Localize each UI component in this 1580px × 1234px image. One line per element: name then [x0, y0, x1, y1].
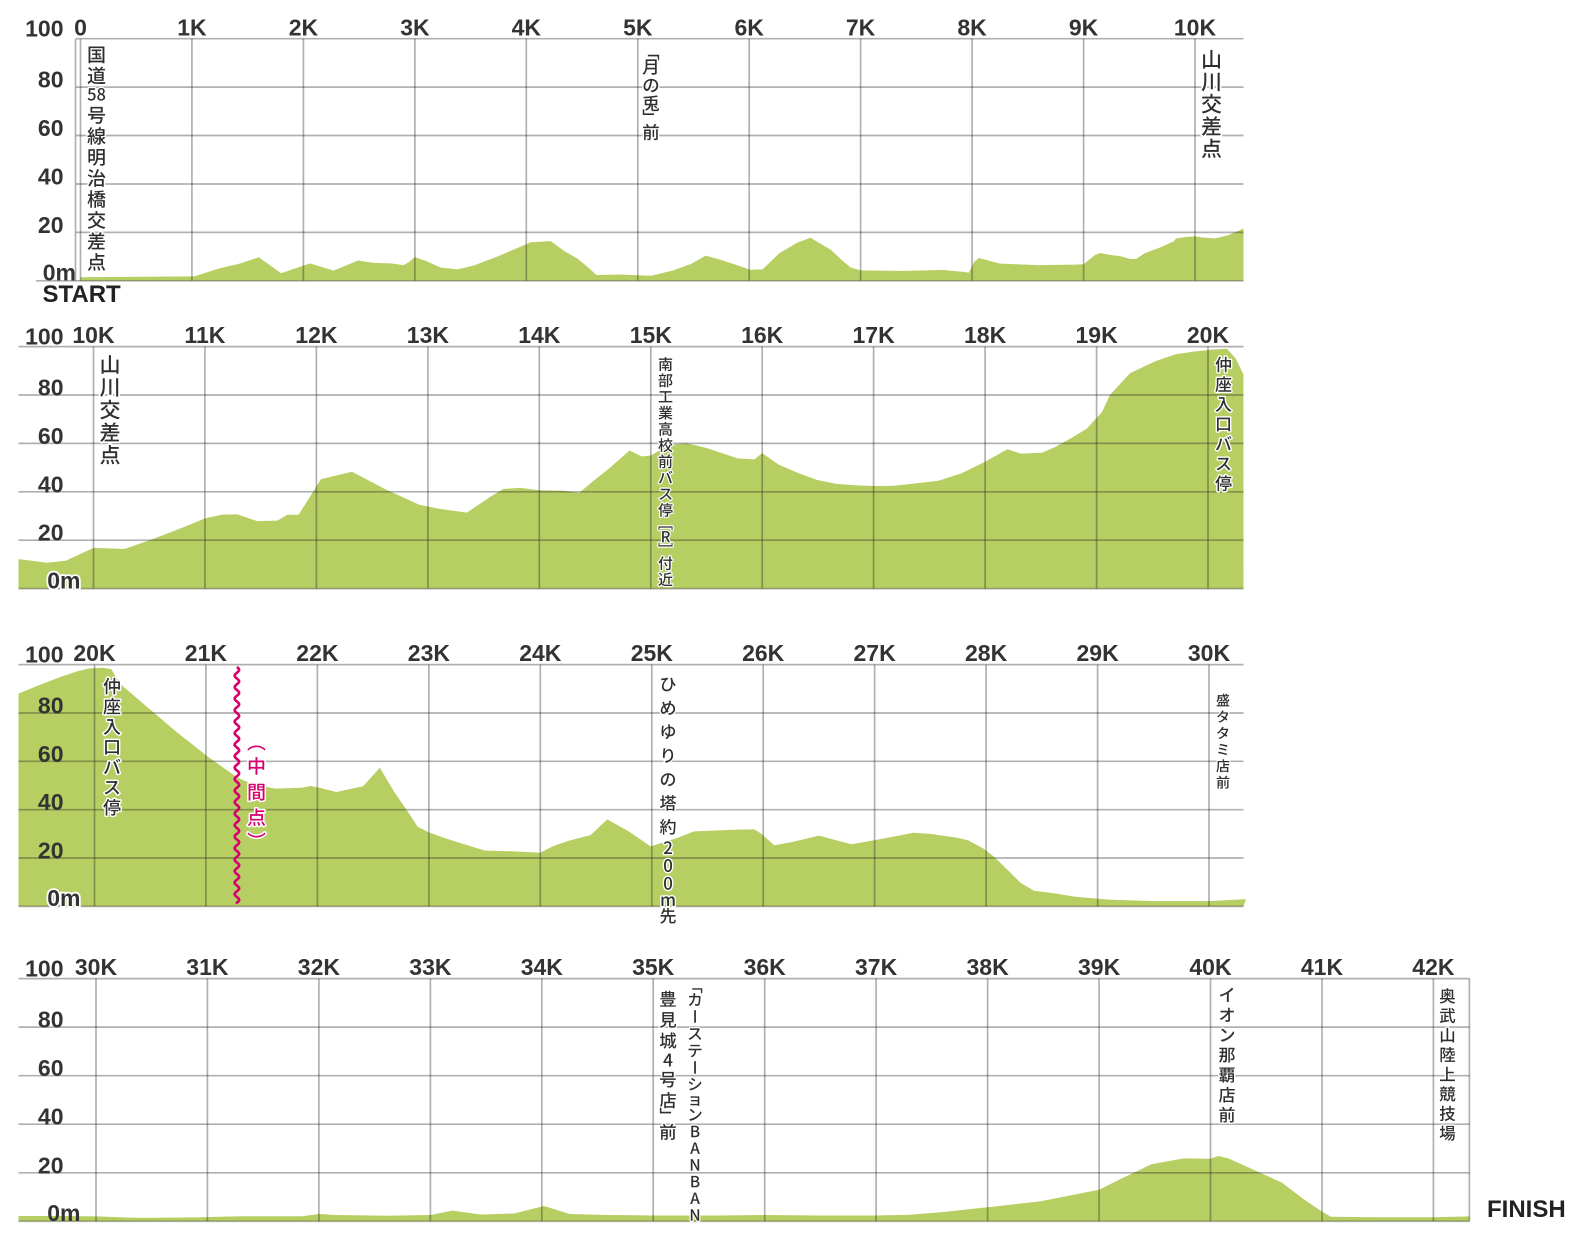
svg-text:9K: 9K — [1069, 14, 1099, 40]
svg-text:40: 40 — [38, 1104, 64, 1130]
svg-text:30K: 30K — [75, 954, 118, 980]
svg-text:6K: 6K — [734, 14, 764, 40]
svg-text:40: 40 — [38, 164, 64, 190]
svg-text:4K: 4K — [512, 14, 542, 40]
svg-text:26K: 26K — [742, 640, 785, 666]
svg-text:40: 40 — [38, 789, 64, 815]
svg-text:1K: 1K — [177, 14, 207, 40]
svg-text:36K: 36K — [744, 954, 787, 980]
svg-text:12K: 12K — [295, 322, 338, 348]
svg-text:29K: 29K — [1076, 640, 1119, 666]
svg-text:0m: 0m — [47, 885, 80, 911]
svg-text:20: 20 — [38, 520, 64, 546]
svg-text:24K: 24K — [519, 640, 562, 666]
svg-text:20K: 20K — [73, 640, 116, 666]
svg-text:14K: 14K — [518, 322, 561, 348]
svg-text:80: 80 — [38, 67, 64, 93]
svg-text:27K: 27K — [853, 640, 896, 666]
svg-text:60: 60 — [38, 741, 64, 767]
svg-text:80: 80 — [38, 375, 64, 401]
svg-text:START: START — [43, 281, 122, 308]
svg-text:33K: 33K — [409, 954, 452, 980]
svg-text:19K: 19K — [1075, 322, 1118, 348]
svg-text:0m: 0m — [47, 1200, 80, 1226]
svg-text:37K: 37K — [855, 954, 898, 980]
svg-text:28K: 28K — [965, 640, 1008, 666]
svg-text:10K: 10K — [72, 322, 115, 348]
svg-text:0: 0 — [74, 14, 87, 40]
svg-text:25K: 25K — [631, 640, 674, 666]
svg-text:22K: 22K — [296, 640, 339, 666]
svg-text:20: 20 — [38, 1152, 64, 1178]
svg-text:8K: 8K — [957, 14, 987, 40]
svg-text:18K: 18K — [964, 322, 1007, 348]
svg-text:17K: 17K — [852, 322, 895, 348]
svg-text:35K: 35K — [632, 954, 675, 980]
svg-text:38K: 38K — [966, 954, 1009, 980]
svg-text:60: 60 — [38, 1055, 64, 1081]
svg-text:0m: 0m — [43, 260, 76, 286]
svg-text:15K: 15K — [630, 322, 673, 348]
svg-text:3K: 3K — [400, 14, 430, 40]
svg-text:20K: 20K — [1187, 322, 1230, 348]
svg-text:100: 100 — [25, 16, 63, 42]
svg-text:80: 80 — [38, 1007, 64, 1033]
svg-text:40: 40 — [38, 471, 64, 497]
svg-text:20: 20 — [38, 838, 64, 864]
svg-text:2K: 2K — [289, 14, 319, 40]
svg-text:80: 80 — [38, 693, 64, 719]
svg-text:60: 60 — [38, 115, 64, 141]
svg-text:21K: 21K — [185, 640, 228, 666]
svg-text:30K: 30K — [1188, 640, 1231, 666]
svg-text:13K: 13K — [407, 322, 450, 348]
svg-text:41K: 41K — [1301, 954, 1344, 980]
svg-text:5K: 5K — [623, 14, 653, 40]
svg-text:32K: 32K — [298, 954, 341, 980]
svg-text:39K: 39K — [1078, 954, 1121, 980]
svg-text:100: 100 — [25, 955, 63, 981]
svg-text:42K: 42K — [1412, 954, 1455, 980]
svg-text:10K: 10K — [1174, 14, 1217, 40]
svg-text:100: 100 — [25, 323, 63, 349]
svg-text:60: 60 — [38, 423, 64, 449]
svg-text:34K: 34K — [521, 954, 564, 980]
svg-text:FINISH: FINISH — [1487, 1196, 1566, 1223]
svg-text:7K: 7K — [846, 14, 876, 40]
svg-text:11K: 11K — [184, 322, 225, 348]
svg-text:31K: 31K — [186, 954, 229, 980]
svg-text:100: 100 — [25, 641, 63, 667]
svg-text:20: 20 — [38, 212, 64, 238]
svg-text:16K: 16K — [741, 322, 784, 348]
svg-text:0m: 0m — [47, 567, 80, 593]
svg-text:23K: 23K — [408, 640, 451, 666]
svg-text:40K: 40K — [1189, 954, 1232, 980]
